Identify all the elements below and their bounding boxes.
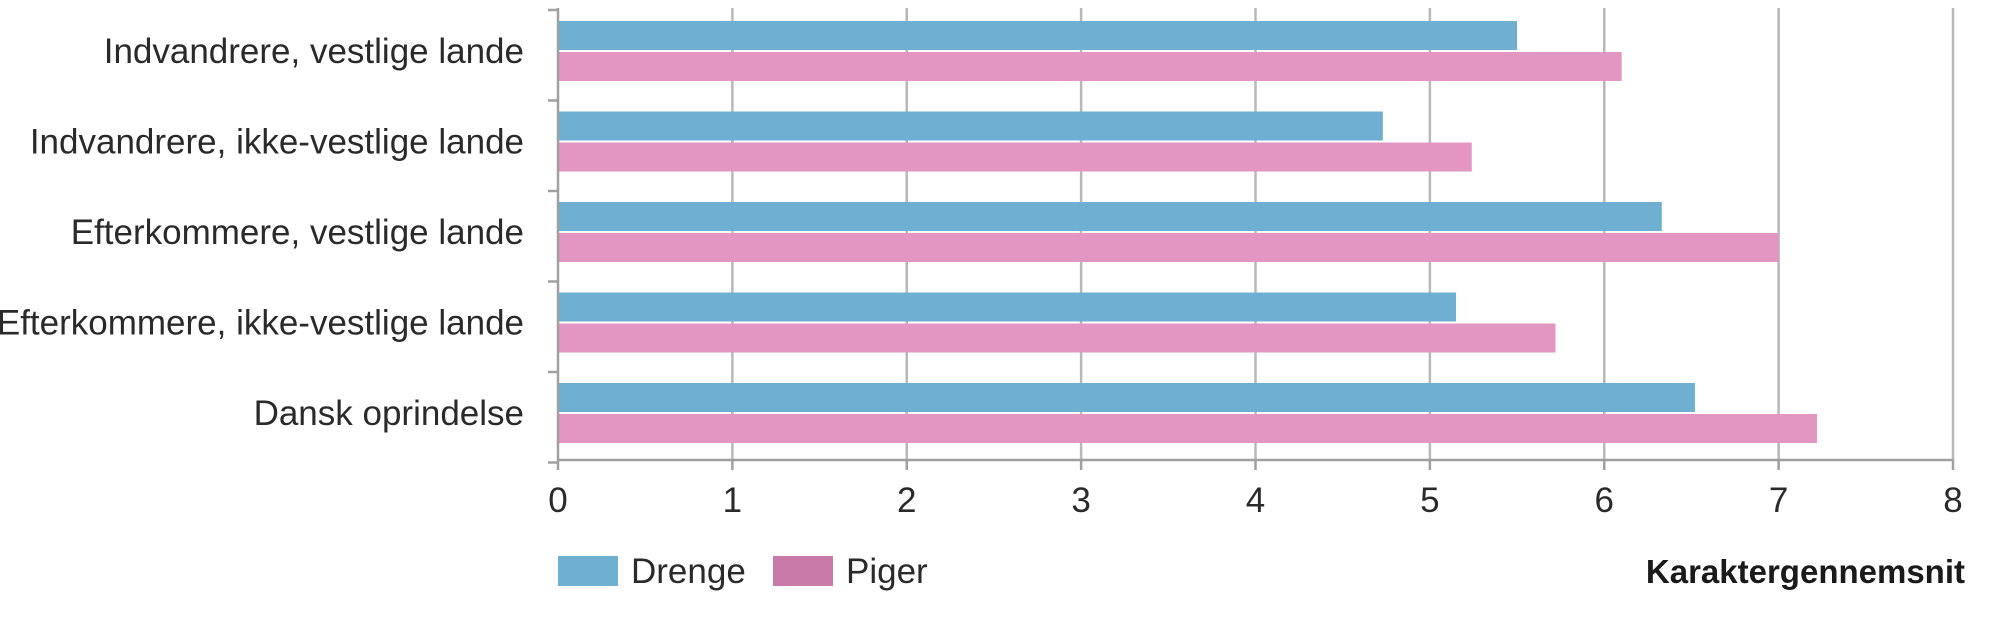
x-tick-label: 5 [1420,481,1439,520]
bar-drenge [558,383,1695,412]
x-tick-labels: 0 1 2 3 4 5 6 7 8 [548,481,1962,520]
legend-label-piger: Piger [846,552,928,591]
x-tick-label: 3 [1071,481,1090,520]
category-label: Indvandrere, vestlige lande [104,32,524,71]
x-tick-label: 7 [1769,481,1788,520]
axes [548,8,1955,470]
legend-swatch-drenge [558,556,618,586]
x-tick-label: 2 [897,481,916,520]
bar-drenge [558,111,1383,141]
category-label: Dansk oprindelse [254,394,524,433]
bar-drenge [558,21,1518,50]
x-tick-label: 6 [1595,481,1614,520]
legend: Drenge Piger [558,552,928,591]
x-tick-label: 1 [723,481,742,520]
category-label: Efterkommere, vestlige lande [71,213,524,252]
x-tick-label: 8 [1943,481,1962,520]
bar-piger [558,142,1472,172]
x-axis-label: Karaktergennemsnit [1646,553,1965,590]
category-label: Indvandrere, ikke-vestlige lande [30,123,524,162]
bar-piger [558,323,1556,353]
x-tick-label: 4 [1246,481,1265,520]
bar-drenge [558,202,1662,231]
category-label: Efterkommere, ikke-vestlige lande [0,304,524,343]
bar-piger [558,414,1817,443]
legend-swatch-piger [773,556,833,586]
x-tick-label: 0 [548,481,567,520]
legend-label-drenge: Drenge [631,552,746,591]
category-labels: Indvandrere, vestlige lande Indvandrere, … [0,32,524,433]
bar-piger [558,233,1779,262]
bar-piger [558,52,1622,81]
bars [558,21,1817,443]
bar-drenge [558,292,1457,322]
